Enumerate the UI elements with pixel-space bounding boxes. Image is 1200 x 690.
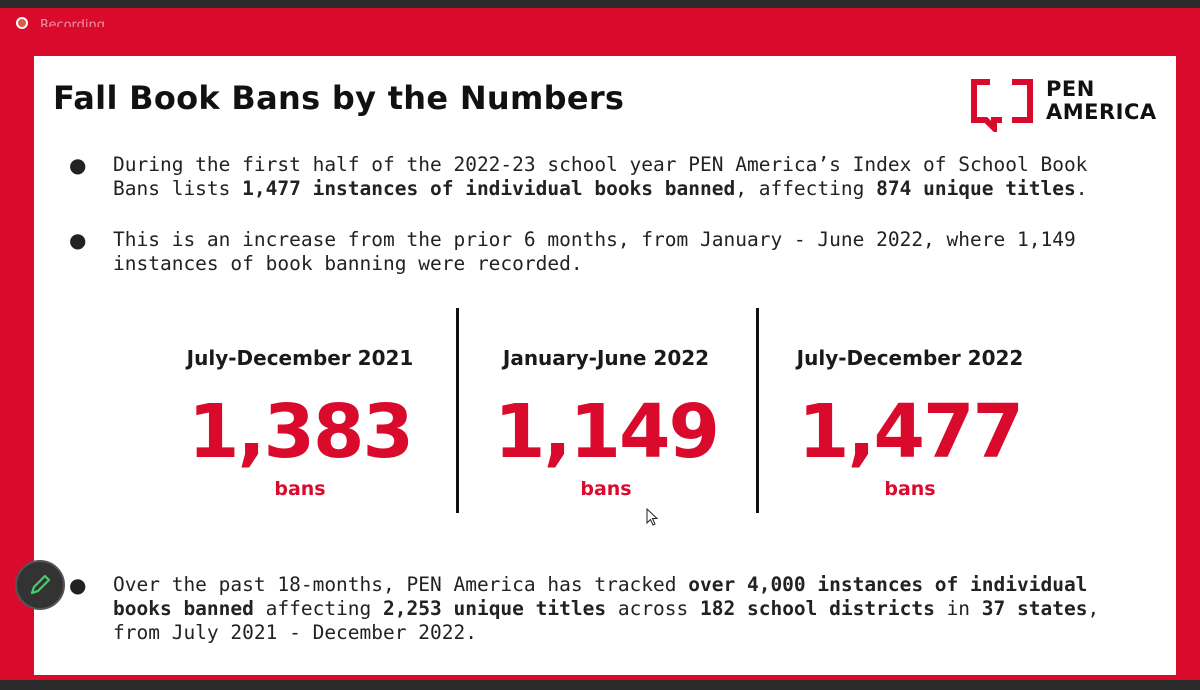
stat-block: July-December 2021 1,383 bans [150,346,450,500]
bullet-item: ● During the first half of the 2022-23 s… [69,153,1123,201]
stat-block: January-June 2022 1,149 bans [456,346,756,500]
bullet-text: During the first half of the 2022-23 sch… [113,153,1087,200]
bullet-plain-text: Over the past 18-months, PEN America has… [113,573,689,596]
stat-block: July-December 2022 1,477 bans [760,346,1060,500]
bullet-plain-text: in [934,597,982,620]
stat-value: 1,149 [493,389,720,475]
bullet-text: Over the past 18-months, PEN America has… [113,573,1099,644]
bullet-plain-text: across [606,597,701,620]
bullet-plain-text: During the first half of the 2022-23 sch… [113,153,1088,200]
slide-title: Fall Book Bans by the Numbers [53,79,625,117]
bullet-plain-text: , from July 2021 - December 2022. [113,597,1100,644]
bullet-bold-text: 1,477 instances of individual books bann… [242,177,736,200]
annotation-pen-button[interactable] [15,560,65,610]
mouse-pointer-icon [646,508,659,526]
logo-text-line1: PEN [1046,77,1095,101]
record-dot-icon [16,17,28,29]
stat-divider [756,308,759,513]
stat-unit: bans [580,478,632,500]
bullet-dot: ● [69,228,87,252]
stat-period: July-December 2021 [186,346,414,370]
recording-label: Recording [40,19,106,27]
stat-unit: bans [274,478,326,500]
pencil-icon [30,574,51,595]
bullet-bold-text: 182 school districts [700,597,935,620]
bullet-dot: ● [69,573,87,597]
stat-value: 1,477 [797,389,1024,475]
pen-america-logo: PEN AMERICA [968,76,1168,136]
bullet-text: This is an increase from the prior 6 mon… [113,228,1076,275]
bullet-item: ● This is an increase from the prior 6 m… [69,228,1123,276]
recording-indicator: Recording [16,12,105,34]
bullet-bold-text: 874 unique titles [876,177,1076,200]
bullet-bold-text: 2,253 unique titles [383,597,607,620]
logo-text-line2: AMERICA [1046,100,1157,124]
bullet-item: ● Over the past 18-months, PEN America h… [69,573,1123,645]
speech-bracket-icon [971,79,1033,132]
stat-divider [456,308,459,513]
bullet-plain-text: , affecting [735,177,877,200]
bottom-bar [0,680,1200,690]
stat-period: January-June 2022 [502,346,710,370]
stat-unit: bans [884,478,936,500]
top-bar [0,0,1200,8]
bullet-dot: ● [69,153,87,177]
presentation-slide: Fall Book Bans by the Numbers PEN AMERIC… [34,56,1176,675]
stat-value: 1,383 [187,389,414,475]
bullet-bold-text: over 4,000 instances of individual books… [113,573,1088,620]
stat-period: July-December 2022 [796,346,1024,370]
bullet-plain-text: This is an increase from the prior 6 mon… [113,228,1076,275]
bullet-plain-text: affecting [253,597,384,620]
bullet-bold-text: 37 states [981,597,1088,620]
bullet-plain-text: . [1075,177,1088,200]
